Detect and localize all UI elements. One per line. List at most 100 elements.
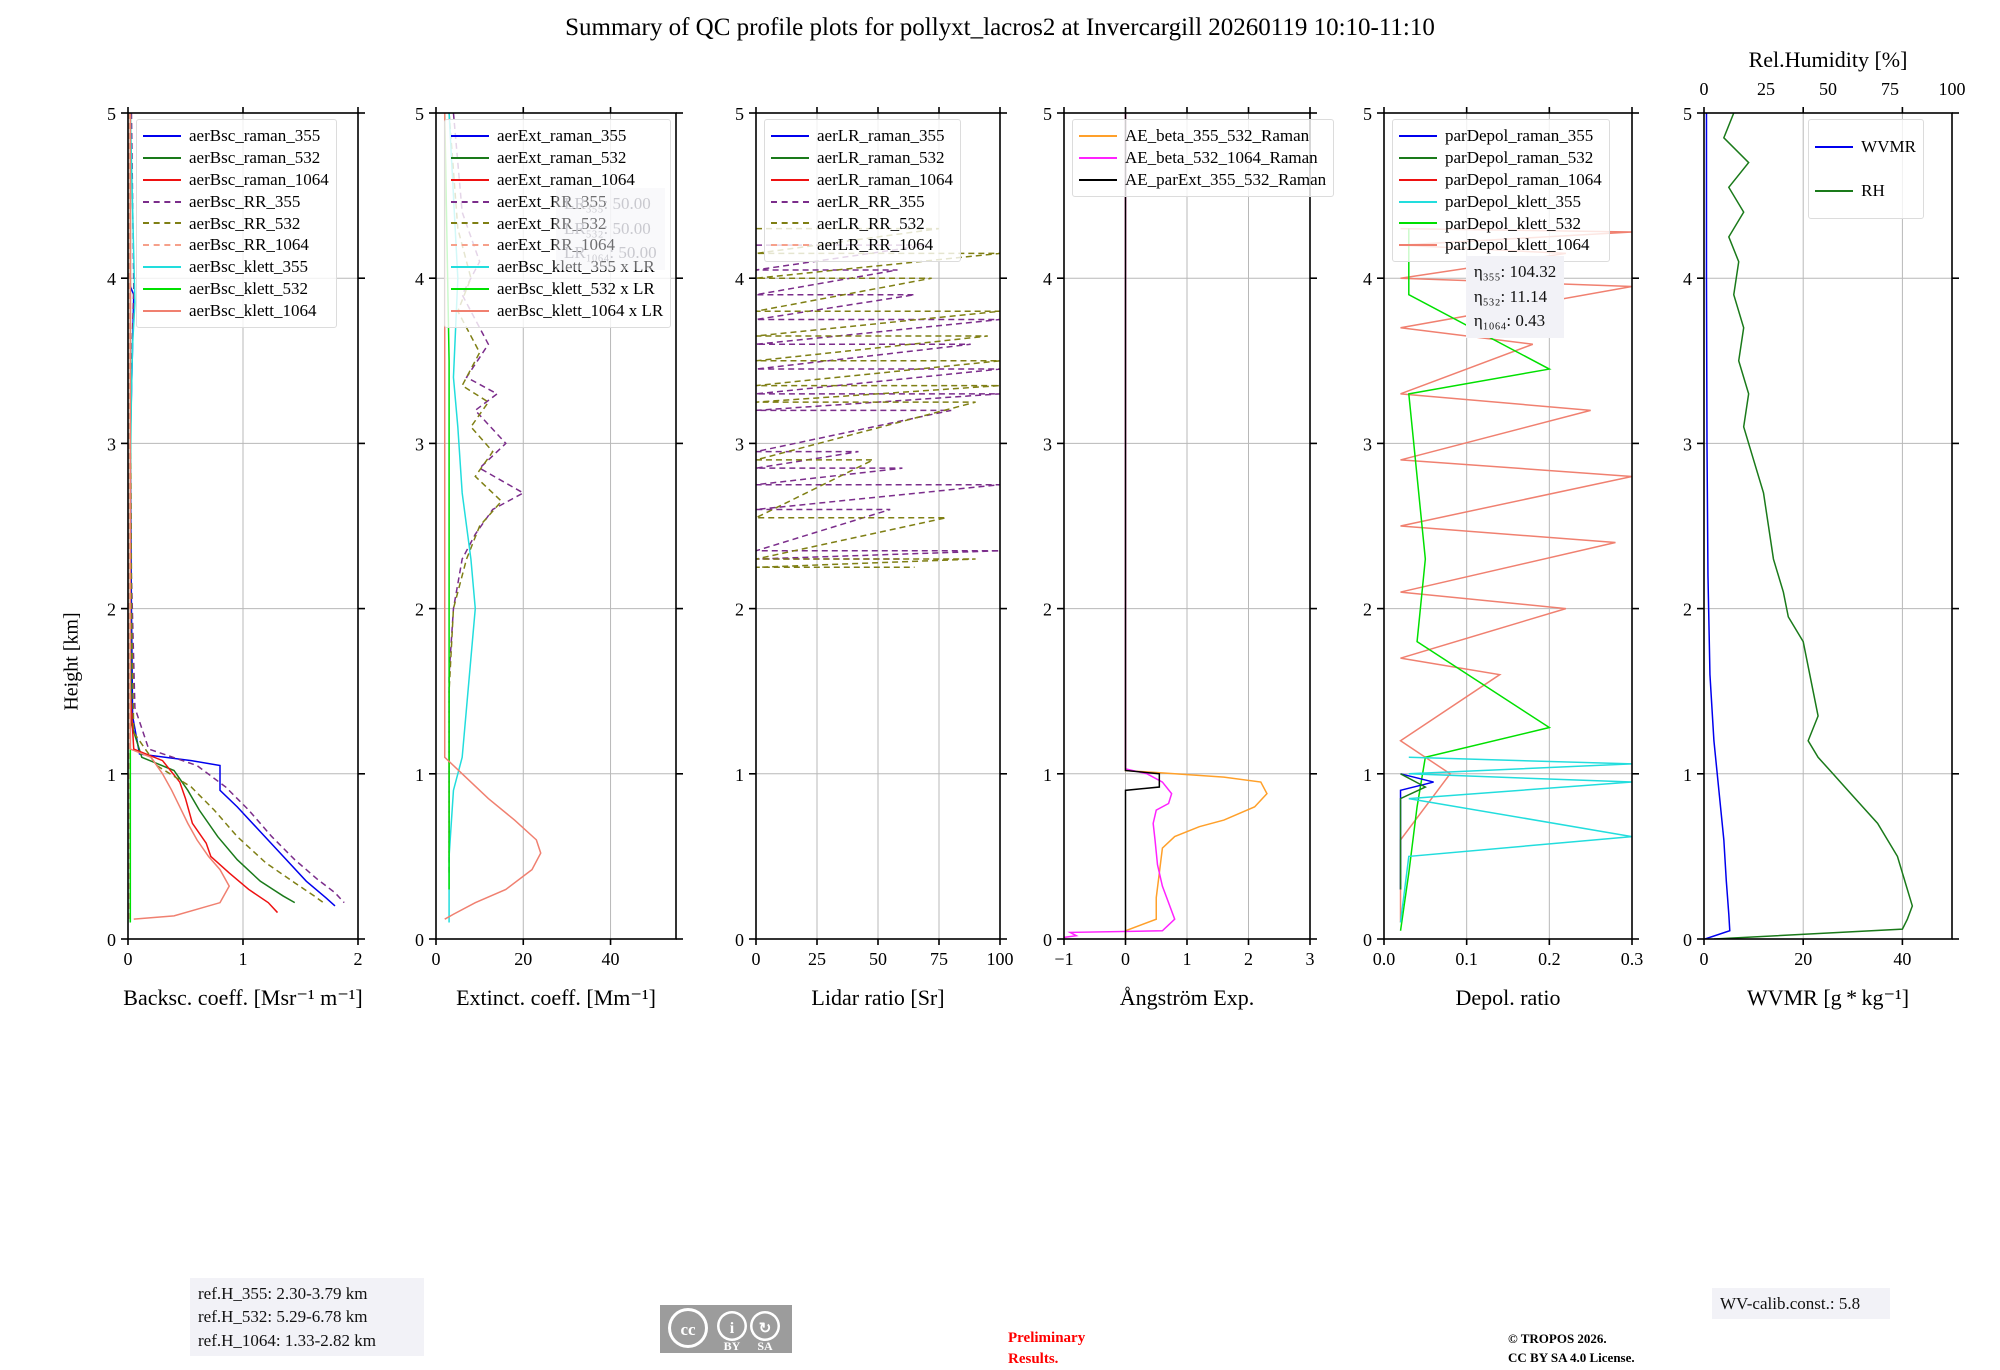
legend-label: aerBsc_klett_532 x LR — [497, 279, 655, 299]
legend-label: aerExt_RR_1064 — [497, 235, 616, 255]
y-tick-label: 1 — [107, 765, 116, 785]
y-tick-label: 2 — [735, 600, 744, 620]
svg-text:↻: ↻ — [759, 1321, 772, 1337]
legend-item[interactable]: aerBsc_raman_532 — [143, 147, 329, 169]
legend-item[interactable]: aerExt_RR_355 — [451, 191, 663, 213]
svg-text:SA: SA — [757, 1339, 773, 1353]
legend-label: aerBsc_klett_355 — [189, 257, 308, 277]
legend-item[interactable]: aerBsc_RR_1064 — [143, 234, 329, 256]
y-tick-label: 0 — [735, 930, 744, 950]
y-tick-label: 3 — [1043, 434, 1052, 454]
legend-item[interactable]: aerBsc_klett_532 — [143, 278, 329, 300]
legend-item[interactable]: aerBsc_klett_355 — [143, 256, 329, 278]
legend-color-swatch — [451, 156, 489, 159]
legend-item[interactable]: parDepol_klett_355 — [1399, 191, 1602, 213]
legend-label: aerExt_RR_355 — [497, 191, 607, 211]
y-tick-label: 5 — [735, 104, 744, 124]
annotation-line: η₅₃₂: 11.14 — [1473, 286, 1548, 306]
legend-item[interactable]: aerLR_RR_355 — [771, 191, 953, 213]
legend-item[interactable]: parDepol_raman_1064 — [1399, 169, 1602, 191]
annotation-depol-ratio: η₃₅₅: 104.32 η₅₃₂: 11.14 η₁₀₆₄: 0.43 — [1465, 256, 1565, 338]
x-tick-label: 20 — [1794, 949, 1812, 969]
legend-label: aerBsc_RR_1064 — [189, 235, 309, 255]
legend-item[interactable]: aerLR_RR_1064 — [771, 234, 953, 256]
y-tick-label: 0 — [1683, 930, 1692, 950]
legend-item[interactable]: aerExt_raman_1064 — [451, 169, 663, 191]
legend-item[interactable]: aerExt_raman_355 — [451, 125, 663, 147]
legend-label: aerBsc_RR_355 — [189, 191, 301, 211]
legend-label: aerLR_RR_532 — [817, 213, 925, 233]
x-tick-label: 100 — [987, 949, 1014, 969]
y-tick-label: 1 — [1363, 765, 1372, 785]
legend-label: aerLR_raman_532 — [817, 147, 945, 167]
legend-item[interactable]: aerLR_raman_532 — [771, 147, 953, 169]
legend-color-swatch — [451, 288, 489, 291]
legend-item[interactable]: parDepol_raman_355 — [1399, 125, 1602, 147]
annotation-extinction: LR₃₅₅: 50.00 LR₅₃₂: 50.00 LR₁₀₆₄: 50.00 — [556, 188, 665, 270]
legend-color-swatch — [451, 134, 489, 137]
y-tick-label: 2 — [1363, 600, 1372, 620]
legend-color-swatch — [451, 200, 489, 203]
legend-item[interactable]: aerLR_raman_355 — [771, 125, 953, 147]
figure-title: Summary of QC profile plots for pollyxt_… — [565, 14, 1435, 41]
series-RH — [1713, 113, 1914, 939]
legend-item[interactable]: aerLR_RR_532 — [771, 213, 953, 235]
legend-item[interactable]: aerLR_raman_1064 — [771, 169, 953, 191]
legend-item[interactable]: AE_beta_532_1064_Raman — [1079, 147, 1326, 169]
legend-item[interactable]: RH — [1815, 169, 1916, 213]
x-tick-label: 0.2 — [1538, 949, 1561, 969]
x-tick-label: 1 — [239, 949, 248, 969]
legend-item[interactable]: parDepol_klett_1064 — [1399, 234, 1602, 256]
top-tick-label: 100 — [1939, 79, 1966, 99]
legend-color-swatch — [1079, 156, 1117, 159]
legend-color-swatch — [1399, 156, 1437, 159]
x-tick-label: 40 — [1893, 949, 1911, 969]
svg-text:i: i — [730, 1320, 735, 1337]
svg-text:BY: BY — [724, 1339, 741, 1353]
series-parDepol_klett_532 — [1399, 228, 1552, 931]
legend-lidar-ratio: aerLR_raman_355 aerLR_raman_532 aerLR_rama… — [764, 119, 961, 263]
panel-angstrom: −1 0 1 2 3 0 1 2 3 4 5 Ångström Exp. AE_beta_355_532… — [1043, 0, 1335, 1360]
legend-item[interactable]: aerBsc_RR_532 — [143, 213, 329, 235]
legend-item[interactable]: aerBsc_raman_355 — [143, 125, 329, 147]
legend-item[interactable]: aerBsc_klett_1064 x LR — [451, 300, 663, 322]
legend-label: aerBsc_raman_1064 — [189, 169, 329, 189]
svg-text:cc: cc — [680, 1320, 696, 1339]
legend-label: aerBsc_raman_355 — [189, 126, 321, 145]
panel-backscatter: 0 1 2 0 1 2 3 4 5 Backsc. coeff. [Msr⁻¹ m⁻¹] aerBs… — [107, 0, 365, 1360]
legend-label: AE_beta_355_532_Raman — [1125, 126, 1310, 145]
x-axis-label: Ångström Exp. — [1120, 985, 1254, 1010]
plot-frame — [435, 112, 677, 940]
legend-item[interactable]: AE_parExt_355_532_Raman — [1079, 169, 1326, 191]
x-tick-label: 40 — [602, 949, 620, 969]
legend-item[interactable]: aerBsc_raman_1064 — [143, 169, 329, 191]
legend-color-swatch — [771, 156, 809, 159]
legend-label: parDepol_raman_532 — [1445, 147, 1594, 167]
top-tick-label: 25 — [1757, 79, 1775, 99]
y-tick-label: 3 — [735, 434, 744, 454]
legend-item[interactable]: AE_beta_355_532_Raman — [1079, 125, 1326, 147]
legend-item[interactable]: aerBsc_klett_532 x LR — [451, 278, 663, 300]
legend-item[interactable]: WVMR — [1815, 125, 1916, 169]
legend-label: RH — [1861, 180, 1885, 200]
legend-item[interactable]: parDepol_raman_532 — [1399, 147, 1602, 169]
legend-label: AE_parExt_355_532_Raman — [1125, 169, 1327, 189]
legend-color-swatch — [451, 266, 489, 269]
y-tick-label: 3 — [415, 434, 424, 454]
legend-item[interactable]: aerBsc_RR_355 — [143, 191, 329, 213]
y-tick-label: 0 — [107, 930, 116, 950]
legend-color-swatch — [451, 244, 489, 247]
legend-item[interactable]: parDepol_klett_532 — [1399, 213, 1602, 235]
legend-item[interactable]: aerExt_raman_532 — [451, 147, 663, 169]
legend-backscatter: aerBsc_raman_355 aerBsc_raman_532 aerBsc_r… — [136, 119, 337, 328]
legend-label: parDepol_raman_1064 — [1445, 169, 1602, 189]
legend-color-swatch — [771, 244, 809, 247]
x-tick-label: 25 — [808, 949, 826, 969]
legend-item[interactable]: aerExt_RR_532 — [451, 213, 663, 235]
legend-item[interactable]: aerBsc_klett_355 x LR — [451, 256, 663, 278]
legend-item[interactable]: aerExt_RR_1064 — [451, 234, 663, 256]
y-tick-label: 0 — [415, 930, 424, 950]
legend-color-swatch — [451, 178, 489, 181]
legend-color-swatch — [143, 222, 181, 225]
legend-item[interactable]: aerBsc_klett_1064 — [143, 300, 329, 322]
